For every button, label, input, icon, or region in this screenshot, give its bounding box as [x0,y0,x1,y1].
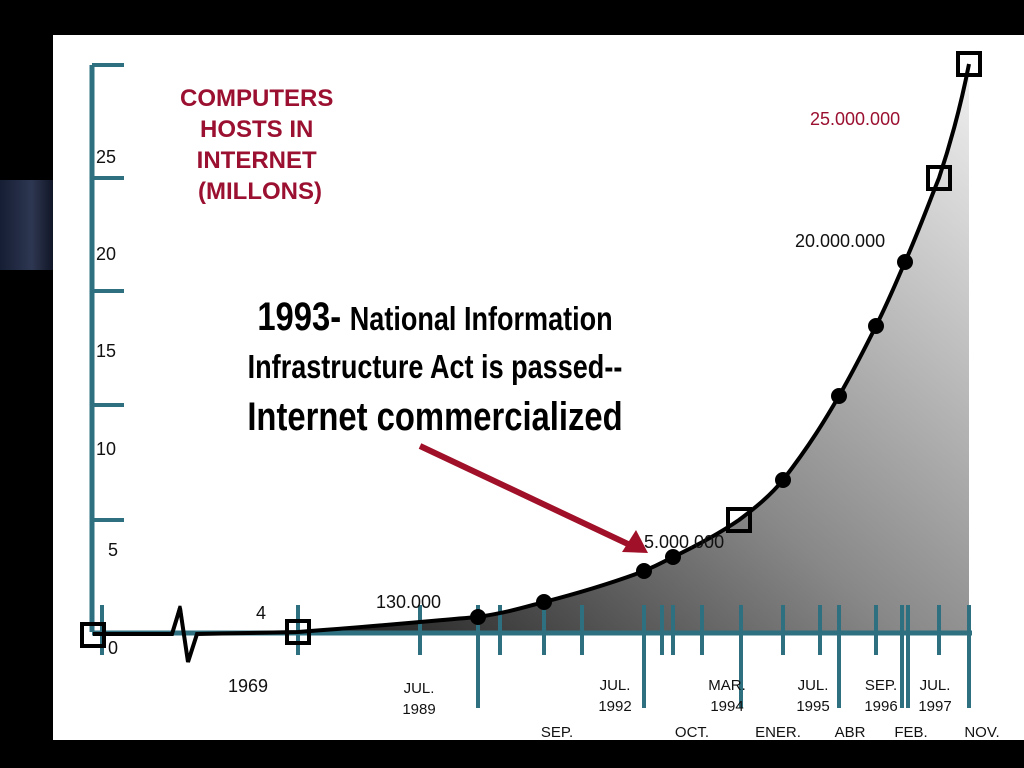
callout-arrow [418,443,632,548]
x-label-feb: FEB. [894,724,927,740]
x-label-1992: JUL. 1992 [598,677,631,715]
origin-square [80,622,106,648]
background-glow [0,180,53,270]
x-label-1994: MAR. 1994 [708,677,746,715]
data-point [831,388,847,404]
callout-year: 1993- [257,294,341,339]
y-tick-label: 10 [96,439,116,459]
slide: COMPUTERS HOSTS IN INTERNET (MILLONS) 25… [53,35,1024,740]
data-point [775,472,791,488]
chart-title: COMPUTERS HOSTS IN INTERNET (MILLONS) [180,85,340,205]
data-point-square [956,51,982,77]
annotation-25m: 25.000.000 [810,109,900,129]
title-line-1: COMPUTERS [180,85,333,112]
data-point [665,549,681,565]
data-point-square [726,507,752,533]
x-label-1997: JUL. 1997 [918,677,951,715]
x-label-1996: SEP. 1996 [864,677,897,715]
title-line-3: INTERNET [197,147,317,174]
annotation-4: 4 [256,603,266,623]
svg-text:1993- National Informati: 1993- National Information [257,294,612,339]
x-label-sep: SEP. [541,724,573,740]
annotation-130k: 130.000 [376,592,441,612]
annotation-20m: 20.000.000 [795,231,885,251]
callout-arrowhead [622,530,648,553]
annotation-5m: 5.000.000 [644,532,724,552]
x-label-1989: JUL. 1989 [402,680,435,718]
data-point [536,594,552,610]
y-tick-label: 15 [96,341,116,361]
callout-line-2: Infrastructure Act is passed-- [248,350,623,386]
y-tick-label: 20 [96,244,116,264]
data-point [470,609,486,625]
x-label-1995: JUL. 1995 [796,677,829,715]
x-label-nov: NOV. [964,724,999,740]
data-point [636,563,652,579]
callout-line-3: Internet commercialized [247,394,622,439]
y-tick-label: 25 [96,147,116,167]
x-label-oct: OCT. [675,724,709,740]
title-line-4: (MILLONS) [198,178,322,205]
callout-text: 1993- National Information Infrastructur… [247,294,622,439]
title-line-2: HOSTS IN [200,116,313,143]
x-label-ener: ENER. [755,724,801,740]
area-fill [298,64,969,632]
data-point [868,318,884,334]
x-label-1969: 1969 [228,676,268,696]
hosts-chart: COMPUTERS HOSTS IN INTERNET (MILLONS) 25… [80,51,1000,740]
callout-line-1: National Information [350,302,613,338]
data-point [897,254,913,270]
y-tick-label: 5 [108,540,118,560]
x-label-abr: ABR [835,724,866,740]
data-point-square [285,619,311,645]
axis-break [170,605,199,663]
data-point-square [926,165,952,191]
y-tick-label: 0 [108,638,118,658]
